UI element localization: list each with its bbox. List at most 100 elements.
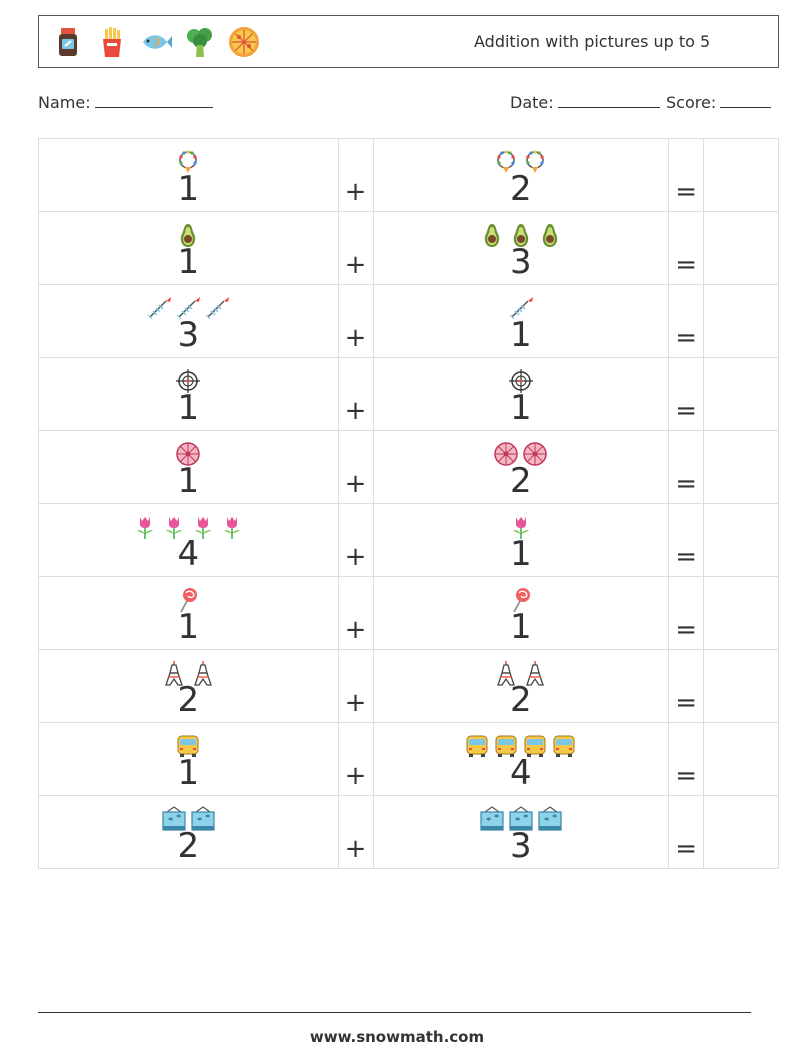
problem-row: 1 + 1 = [38, 357, 779, 431]
problem-row: 2 + 3 = [38, 795, 779, 869]
jar-icon [59, 27, 77, 56]
picture-group [374, 222, 669, 248]
date-label: Date: [510, 93, 554, 112]
eiffel-tower-icon [193, 661, 212, 686]
equals-cell: = [668, 430, 705, 504]
problem-row: 3 + 1 = [38, 284, 779, 358]
second-operand-cell: 2 [372, 138, 670, 212]
date-field: Date: [510, 92, 660, 114]
operand-number: 1 [177, 169, 200, 209]
equals-sign: = [675, 834, 698, 864]
tulip-icon [512, 517, 529, 539]
problem-row: 4 + 1 = [38, 503, 779, 577]
aquarium-icon [509, 806, 533, 831]
lollipop-icon [513, 588, 530, 613]
second-operand-cell: 3 [372, 795, 670, 869]
operand-number: 1 [510, 315, 532, 355]
plus-cell: + [337, 357, 374, 431]
picture-group [39, 441, 338, 467]
equals-sign: = [675, 615, 698, 645]
picture-group [374, 441, 669, 467]
problem-row: 1 + 3 = [38, 211, 779, 285]
picture-group [39, 368, 338, 394]
equals-cell: = [668, 138, 705, 212]
answer-cell[interactable] [703, 722, 779, 796]
picture-group [39, 806, 338, 832]
problem-row: 2 + 2 = [38, 649, 779, 723]
second-operand-cell: 1 [372, 357, 670, 431]
name-label: Name: [38, 93, 91, 112]
necklace-icon [497, 150, 516, 173]
ferris-wheel-icon [176, 442, 201, 466]
equals-cell: = [668, 795, 705, 869]
plus-cell: + [337, 503, 374, 577]
second-operand-cell: 1 [372, 576, 670, 650]
answer-cell[interactable] [703, 211, 779, 285]
date-blank[interactable] [557, 92, 660, 108]
avocado-icon [484, 224, 500, 247]
problem-row: 1 + 1 = [38, 576, 779, 650]
school-bus-icon [495, 735, 517, 757]
answer-cell[interactable] [703, 503, 779, 577]
operand-number: 2 [510, 461, 532, 501]
answer-cell[interactable] [703, 284, 779, 358]
answer-cell[interactable] [703, 138, 779, 212]
eiffel-tower-icon [164, 661, 183, 686]
school-bus-icon [553, 735, 575, 757]
tulip-icon [194, 517, 211, 539]
problem-row: 1 + 2 = [38, 430, 779, 504]
equals-cell: = [668, 649, 705, 723]
operand-number: 1 [510, 388, 532, 428]
operand-number: 2 [177, 826, 200, 866]
operand-number: 4 [510, 753, 532, 793]
answer-cell[interactable] [703, 357, 779, 431]
operand-number: 2 [177, 680, 200, 720]
operand-number: 2 [510, 680, 532, 720]
picture-group [39, 660, 338, 686]
score-blank[interactable] [720, 92, 772, 108]
worksheet-header: Addition with pictures up to 5 [38, 15, 779, 68]
equals-cell: = [668, 284, 705, 358]
fishbone-icon [205, 297, 230, 320]
problems-table: 1 + 2 = 1 + 3 = [38, 138, 779, 869]
plus-cell: + [337, 795, 374, 869]
picture-group [374, 514, 669, 540]
equals-sign: = [675, 761, 698, 791]
pizza-icon [229, 26, 259, 57]
answer-cell[interactable] [703, 576, 779, 650]
first-operand-cell: 1 [38, 357, 339, 431]
operand-number: 4 [177, 534, 200, 574]
aquarium-icon [162, 806, 186, 831]
equals-sign: = [675, 396, 698, 426]
first-operand-cell: 3 [38, 284, 339, 358]
picture-group [39, 587, 338, 613]
picture-group [39, 733, 338, 759]
avocado-icon [542, 224, 558, 247]
answer-cell[interactable] [703, 649, 779, 723]
picture-group [374, 587, 669, 613]
problem-row: 1 + 4 = [38, 722, 779, 796]
plus-sign: + [344, 396, 367, 426]
footer-divider [38, 1012, 751, 1013]
second-operand-cell: 2 [372, 649, 670, 723]
operand-number: 1 [177, 242, 200, 282]
eiffel-tower-icon [526, 661, 545, 686]
score-label: Score: [666, 93, 717, 112]
equals-cell: = [668, 576, 705, 650]
second-operand-cell: 3 [372, 211, 670, 285]
picture-group [374, 149, 669, 175]
first-operand-cell: 1 [38, 211, 339, 285]
equals-cell: = [668, 211, 705, 285]
operand-number: 2 [510, 169, 532, 209]
tulip-icon [136, 517, 153, 539]
picture-group [39, 514, 338, 540]
plus-cell: + [337, 430, 374, 504]
answer-cell[interactable] [703, 795, 779, 869]
necklace-icon [179, 150, 198, 173]
picture-group [39, 149, 338, 175]
second-operand-cell: 1 [372, 284, 670, 358]
footer-url[interactable]: www.snowmath.com [309, 1028, 485, 1046]
plus-sign: + [344, 469, 367, 499]
name-blank[interactable] [94, 92, 213, 108]
answer-cell[interactable] [703, 430, 779, 504]
